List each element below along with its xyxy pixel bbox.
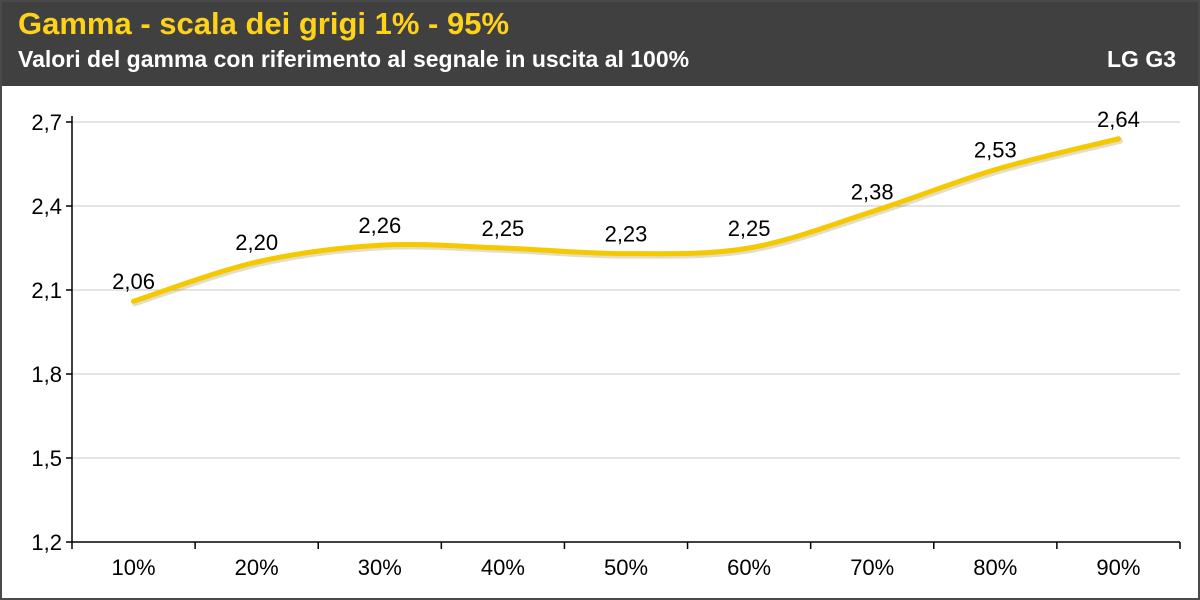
data-point	[869, 209, 875, 215]
data-point	[992, 167, 998, 173]
series-layer	[131, 136, 1123, 307]
y-tick-label: 1,5	[31, 446, 62, 471]
y-tick-label: 2,1	[31, 278, 62, 303]
device-label: LG G3	[1106, 46, 1176, 72]
series-line	[131, 136, 1121, 304]
data-point	[377, 242, 383, 248]
y-tick-label: 1,8	[31, 362, 62, 387]
x-tick-label: 50%	[604, 555, 648, 580]
y-tick-label: 2,7	[31, 110, 62, 135]
data-label: 2,23	[605, 222, 648, 247]
data-point	[500, 245, 506, 251]
grid-layer	[72, 121, 1180, 459]
data-point	[1115, 136, 1121, 142]
y-tick-label: 1,2	[31, 530, 62, 555]
x-tick-label: 60%	[727, 555, 771, 580]
axis-layer: 1,2 1,5 1,8 2,1 2,4 2,7 10% 20% 30% 40% 50% 60% 70% 8…	[31, 110, 1181, 580]
data-label: 2,06	[112, 269, 155, 294]
data-label: 2,64	[1097, 107, 1140, 132]
data-point	[131, 298, 137, 304]
data-label: 2,53	[974, 138, 1017, 163]
x-tick-label: 70%	[850, 555, 894, 580]
data-point	[254, 259, 260, 265]
data-point	[746, 245, 752, 251]
x-tick-label: 40%	[481, 555, 525, 580]
data-label: 2,25	[728, 216, 771, 241]
chart-header: Gamma - scala dei grigi 1% - 95% Valori …	[2, 2, 1198, 86]
data-label: 2,26	[358, 213, 401, 238]
chart-subtitle: Valori del gamma con riferimento al segn…	[18, 46, 690, 72]
y-tick-label: 2,4	[31, 194, 62, 219]
chart-title: Gamma - scala dei grigi 1% - 95%	[18, 6, 510, 41]
x-tick-label: 30%	[358, 555, 402, 580]
data-label: 2,20	[235, 230, 278, 255]
x-tick-label: 20%	[235, 555, 279, 580]
x-tick-label: 90%	[1096, 555, 1140, 580]
x-tick-label: 10%	[112, 555, 156, 580]
data-point	[623, 251, 629, 257]
data-label: 2,38	[851, 180, 894, 205]
data-label-layer: 2,06 2,20 2,26 2,25 2,23 2,25 2,38 2,53 2,64	[112, 107, 1140, 294]
data-label: 2,25	[481, 216, 524, 241]
x-tick-label: 80%	[973, 555, 1017, 580]
